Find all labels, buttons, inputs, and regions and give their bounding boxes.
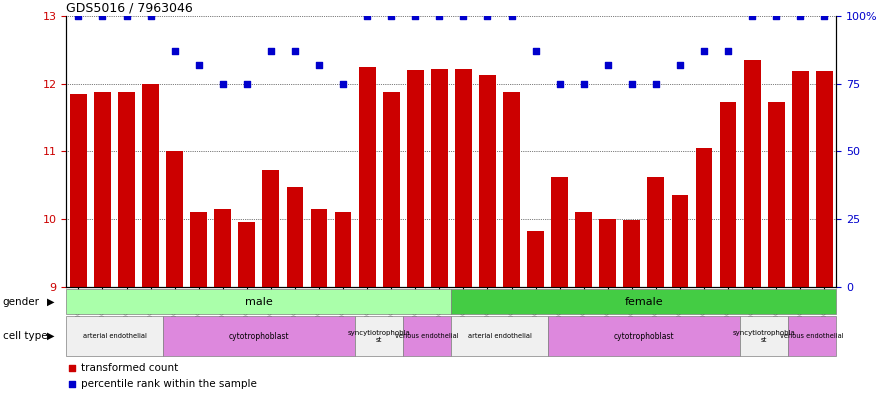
Text: ▶: ▶: [47, 331, 54, 341]
Point: [329, 166, 343, 173]
Point: [240, 81, 254, 87]
Text: GDS5016 / 7963046: GDS5016 / 7963046: [66, 2, 193, 15]
Point: [96, 13, 110, 19]
Text: gender: gender: [3, 297, 40, 307]
Bar: [214, 209, 231, 287]
Point: [817, 13, 831, 19]
Bar: [70, 94, 87, 287]
Bar: [163, 316, 355, 356]
Point: [72, 13, 86, 19]
Point: [745, 13, 759, 19]
Point: [769, 13, 783, 19]
Text: female: female: [625, 297, 663, 307]
Bar: [190, 212, 207, 287]
Bar: [743, 60, 760, 287]
Bar: [383, 92, 400, 287]
Text: syncytiotrophobla
st: syncytiotrophobla st: [733, 329, 796, 343]
Bar: [335, 212, 351, 287]
Bar: [404, 316, 451, 356]
Bar: [407, 70, 424, 287]
Text: venous endothelial: venous endothelial: [396, 333, 459, 339]
Text: arterial endothelial: arterial endothelial: [82, 333, 146, 339]
Point: [793, 13, 807, 19]
Text: percentile rank within the sample: percentile rank within the sample: [81, 379, 257, 389]
Text: ▶: ▶: [47, 297, 54, 307]
Bar: [720, 103, 736, 287]
Point: [336, 81, 350, 87]
Point: [167, 48, 181, 54]
Text: arterial endothelial: arterial endothelial: [467, 333, 531, 339]
Point: [216, 81, 230, 87]
Bar: [479, 75, 496, 287]
Bar: [455, 69, 472, 287]
Bar: [94, 92, 111, 287]
Point: [696, 48, 711, 54]
Bar: [66, 289, 451, 314]
Point: [192, 61, 206, 68]
Point: [119, 13, 134, 19]
Text: cell type: cell type: [3, 331, 47, 341]
Point: [264, 48, 278, 54]
Bar: [816, 71, 833, 287]
Point: [625, 81, 639, 87]
Bar: [789, 316, 836, 356]
Bar: [696, 148, 712, 287]
Bar: [623, 220, 640, 287]
Bar: [551, 177, 568, 287]
Text: cytotrophoblast: cytotrophoblast: [228, 332, 289, 340]
Bar: [648, 177, 665, 287]
Bar: [311, 209, 327, 287]
Point: [528, 48, 543, 54]
Point: [552, 81, 566, 87]
Point: [457, 13, 471, 19]
Bar: [548, 316, 740, 356]
Text: cytotrophoblast: cytotrophoblast: [613, 332, 674, 340]
Point: [329, 309, 343, 316]
Bar: [66, 316, 163, 356]
Bar: [503, 92, 519, 287]
Bar: [287, 187, 304, 287]
Text: transformed count: transformed count: [81, 364, 178, 373]
Point: [408, 13, 422, 19]
Point: [504, 13, 519, 19]
Text: syncytiotrophobla
st: syncytiotrophobla st: [348, 329, 411, 343]
Point: [384, 13, 398, 19]
Point: [601, 61, 615, 68]
Text: male: male: [245, 297, 273, 307]
Bar: [768, 103, 785, 287]
Bar: [527, 231, 544, 287]
Text: venous endothelial: venous endothelial: [781, 333, 844, 339]
Bar: [575, 212, 592, 287]
Point: [481, 13, 495, 19]
Bar: [792, 71, 809, 287]
Bar: [238, 222, 255, 287]
Point: [143, 13, 158, 19]
Point: [360, 13, 374, 19]
Point: [432, 13, 446, 19]
Bar: [166, 151, 183, 287]
Bar: [431, 69, 448, 287]
Bar: [599, 219, 616, 287]
Bar: [358, 66, 375, 287]
Bar: [451, 289, 836, 314]
Bar: [451, 316, 548, 356]
Point: [721, 48, 735, 54]
Bar: [118, 92, 135, 287]
Point: [312, 61, 326, 68]
Bar: [263, 170, 280, 287]
Bar: [142, 84, 159, 287]
Point: [673, 61, 687, 68]
Bar: [355, 316, 404, 356]
Point: [288, 48, 302, 54]
Point: [649, 81, 663, 87]
Bar: [672, 195, 689, 287]
Point: [577, 81, 591, 87]
Bar: [740, 316, 789, 356]
